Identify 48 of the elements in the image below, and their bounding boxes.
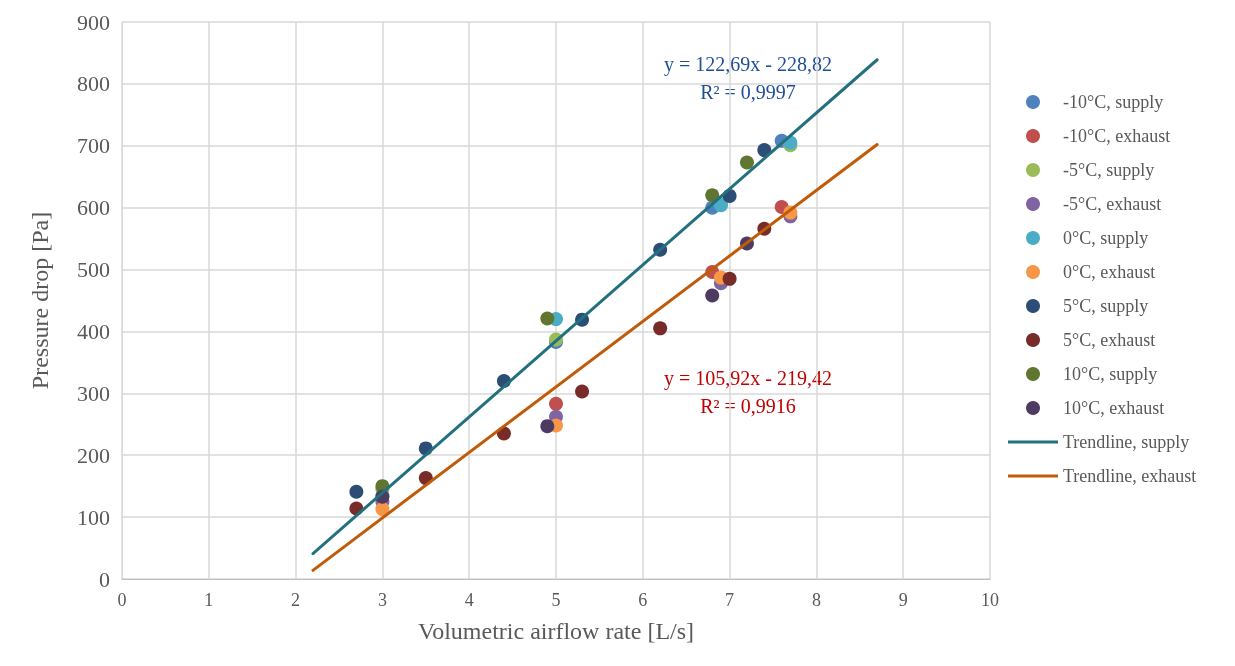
x-tick-label: 3	[377, 590, 387, 610]
annotation: y = 122,69x - 228,82 R² = 0,9997	[664, 53, 832, 103]
point	[540, 419, 555, 434]
legend-label: -10°C, supply	[1063, 92, 1164, 112]
point	[575, 384, 590, 399]
y-tick-label: 700	[77, 133, 110, 159]
x-tick-label: 5	[551, 590, 561, 610]
x-axis-title: Volumetric airflow rate [L/s]	[417, 618, 695, 644]
point	[757, 143, 772, 158]
annotation: y = 105,92x - 219,42 R² = 0,9916	[664, 367, 832, 417]
y-tick-label: 500	[77, 257, 110, 283]
y-tick-label: 100	[77, 504, 110, 530]
point	[653, 321, 668, 336]
y-tick-label: 300	[77, 380, 110, 406]
x-tick-label: 0	[117, 590, 127, 610]
legend-label: 10°C, supply	[1063, 364, 1158, 384]
point	[705, 288, 720, 303]
legend-label: Trendline, supply	[1063, 432, 1190, 452]
point	[549, 396, 563, 411]
x-tick-label: 8	[811, 590, 821, 610]
y-tick-label: 900	[77, 9, 110, 35]
legend-label: Trendline, exhaust	[1063, 466, 1197, 486]
x-tick-label: 4	[464, 590, 474, 610]
y-tick-label: 800	[77, 71, 110, 97]
y-tick-label: 600	[77, 195, 110, 221]
x-tick-label: 6	[638, 590, 648, 610]
legend-label: 0°C, supply	[1063, 228, 1149, 248]
legend-label: 5°C, exhaust	[1063, 330, 1156, 350]
y-tick-label: 200	[77, 442, 110, 468]
legend-label: -10°C, exhaust	[1063, 126, 1171, 146]
legend-label: -5°C, exhaust	[1063, 194, 1162, 214]
x-tick-label: 7	[725, 590, 735, 610]
legend-label: -5°C, supply	[1063, 160, 1155, 180]
y-tick-label: 0	[99, 566, 110, 592]
legend-label: 5°C, supply	[1063, 296, 1149, 316]
legend-label: 0°C, exhaust	[1063, 262, 1156, 282]
point	[739, 155, 754, 170]
x-tick-label: 2	[291, 590, 301, 610]
legend-label: 10°C, exhaust	[1063, 398, 1165, 418]
y-axis-title: Pressure drop [Pa]	[27, 211, 53, 390]
x-tick-label: 1	[204, 590, 214, 610]
point	[540, 311, 555, 326]
point	[705, 188, 720, 203]
y-tick-label: 400	[77, 318, 110, 344]
x-tick-label: 10	[981, 590, 999, 610]
point	[349, 484, 364, 499]
point	[722, 271, 737, 286]
x-tick-label: 9	[898, 590, 908, 610]
